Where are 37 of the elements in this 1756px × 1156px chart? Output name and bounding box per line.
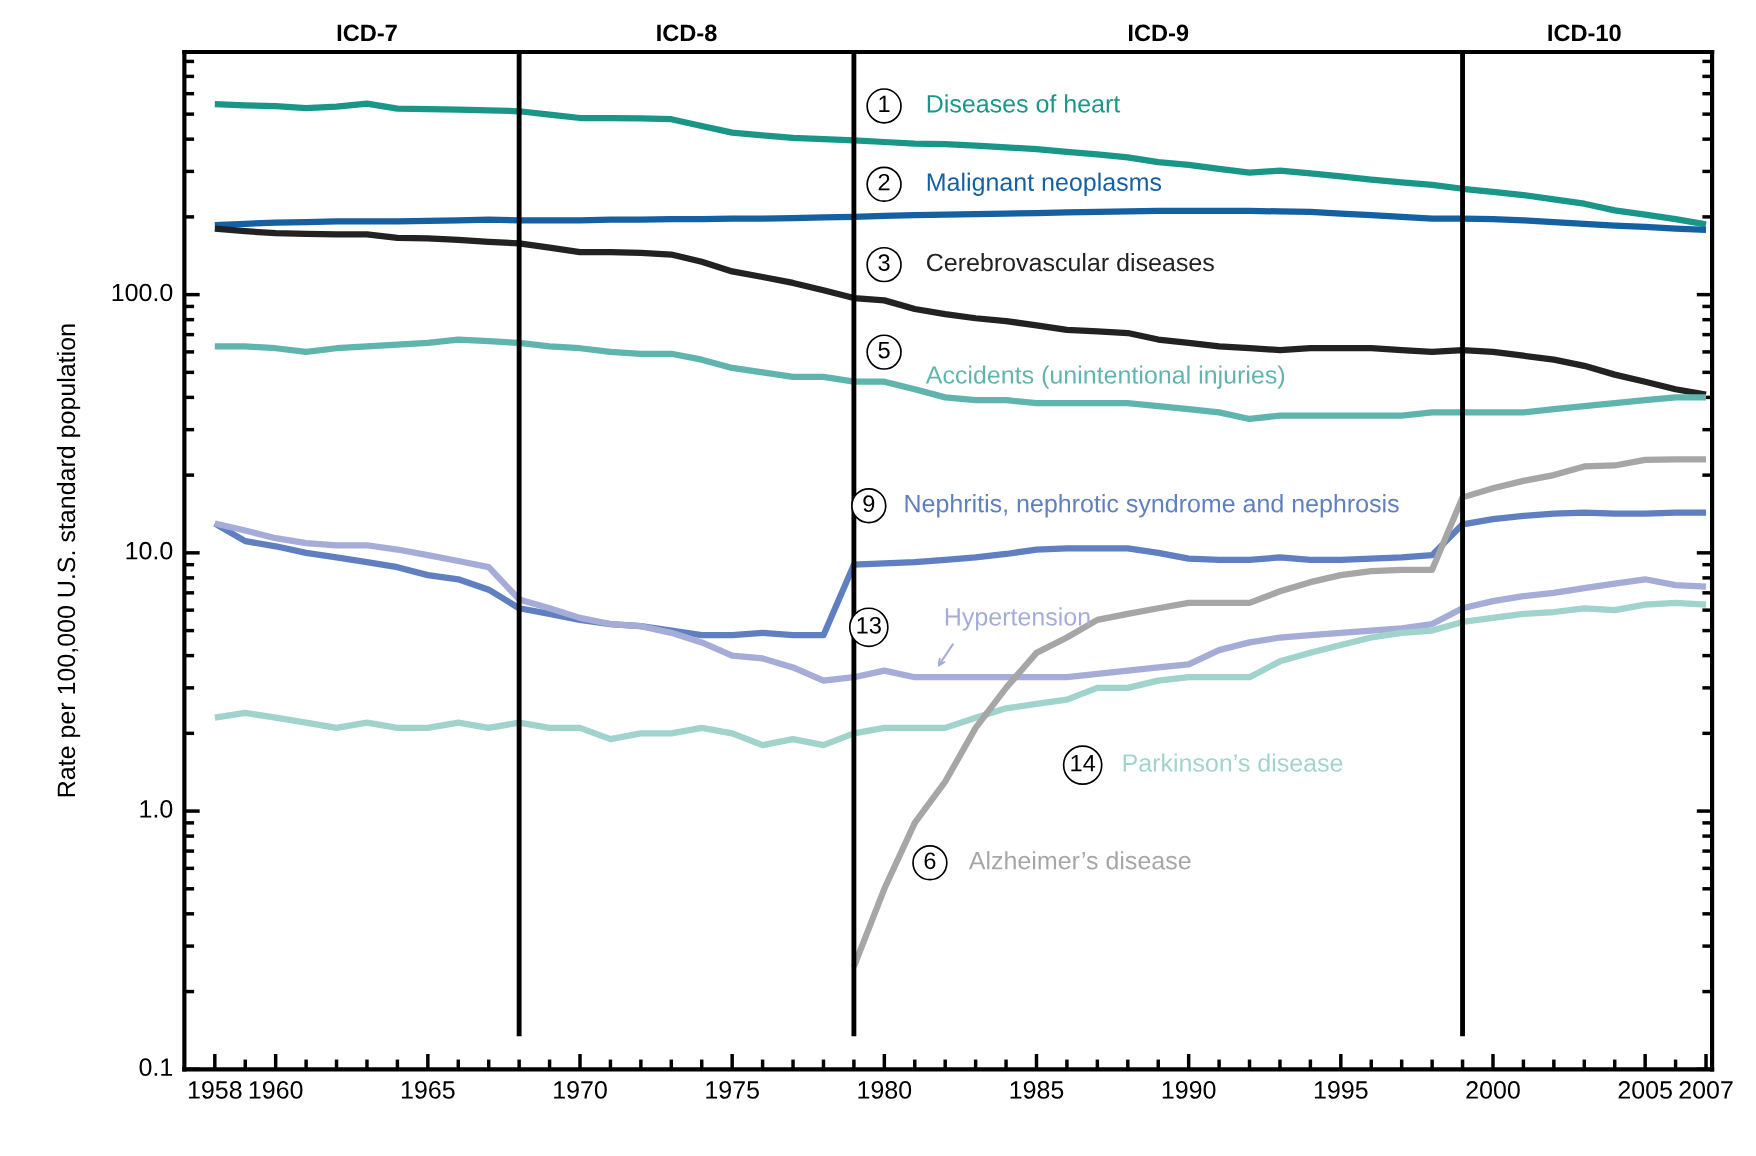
x-tick-label: 1960 xyxy=(249,1081,303,1099)
x-tick-label: 1965 xyxy=(401,1081,455,1099)
x-tick-label: 1995 xyxy=(1314,1081,1368,1099)
series-label: Cerebrovascular diseases xyxy=(927,252,1214,272)
annotation: 2 xyxy=(878,173,890,191)
x-tick-label: 2000 xyxy=(1466,1081,1520,1099)
series-label: Malignant neoplasms xyxy=(927,172,1162,196)
x-tick-label: 1985 xyxy=(1010,1081,1064,1099)
annotation: 6 xyxy=(924,852,936,870)
annotation: 9 xyxy=(863,495,875,513)
series-label: Hypertension xyxy=(945,607,1090,631)
y-tick-label: 10.0 xyxy=(126,541,173,560)
x-tick-label: 1990 xyxy=(1162,1081,1216,1099)
x-tick-label: 1975 xyxy=(706,1081,759,1099)
series-label: Accidents (unintentional injuries) xyxy=(925,365,1285,389)
x-tick-label: 1980 xyxy=(858,1081,912,1099)
x-tick-label: 2007 xyxy=(1679,1081,1733,1099)
text: Parkinson’s disease xyxy=(1123,753,1343,772)
y-tick-label: 1.0 xyxy=(140,800,173,818)
text: ICD-7 xyxy=(337,24,397,42)
y-tick-label: 100.0 xyxy=(112,283,173,302)
text: Alzheimer’s disease xyxy=(968,851,1191,870)
text: ICD-10 xyxy=(1548,24,1621,42)
annotation: 3 xyxy=(878,254,890,271)
series-label: Nephritis, nephrotic syndrome and nephrosis xyxy=(905,494,1399,518)
annotation: 1 xyxy=(879,95,890,113)
series-label: Diseases of heart xyxy=(927,94,1121,113)
text: ICD-8 xyxy=(657,24,717,42)
annotation: 14 xyxy=(1071,755,1096,772)
y-axis-title: Rate per 100,000 U.S. standard population xyxy=(56,324,81,797)
annotation: 13 xyxy=(857,616,881,634)
x-tick-label: 1970 xyxy=(554,1081,607,1099)
annotation: 5 xyxy=(878,341,890,359)
x-tick-label: 1958 xyxy=(188,1081,242,1099)
y-tick-label: 0.1 xyxy=(139,1058,173,1077)
text: ICD-9 xyxy=(1128,24,1189,42)
x-tick-label: 2005 xyxy=(1618,1081,1672,1099)
